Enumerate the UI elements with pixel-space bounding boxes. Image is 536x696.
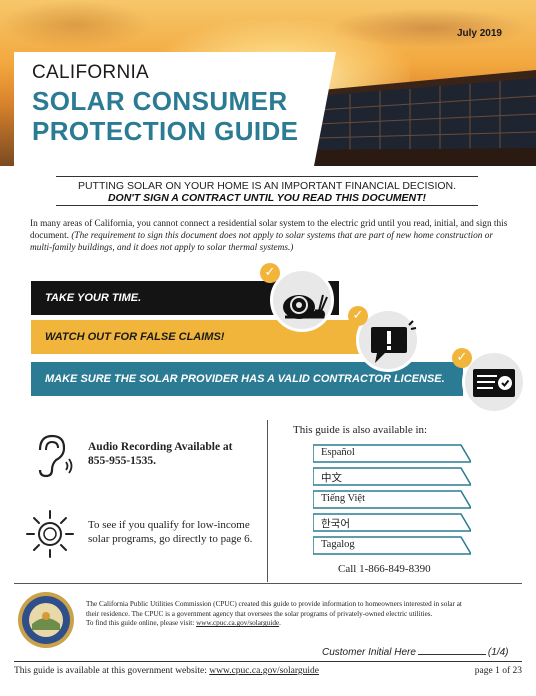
language-label: 한국어 <box>321 519 350 530</box>
audio-phone: 855-955-1535. <box>88 455 157 467</box>
language-label: 中文 <box>321 473 342 484</box>
initial-label: Customer Initial Here <box>322 647 416 658</box>
cpuc-line: their residence. The CPUC is a governmen… <box>86 609 433 618</box>
ear-icon <box>38 434 73 478</box>
languages-heading: This guide is also available in: <box>293 424 428 436</box>
cpuc-line: To find this guide online, please visit:… <box>86 619 518 629</box>
language-phone: Call 1-866-849-8390 <box>338 563 431 575</box>
language-item-chinese[interactable]: 中文 <box>313 467 471 486</box>
checkmark-icon: ✓ <box>348 306 368 326</box>
divider <box>14 583 522 584</box>
customer-initial-field[interactable]: Customer Initial Here (1/4) <box>322 646 508 658</box>
checkmark-icon: ✓ <box>260 263 280 283</box>
license-card-icon <box>462 350 526 414</box>
language-item-spanish[interactable]: Español <box>313 444 471 463</box>
intro-note: (The requirement to sign this document d… <box>30 230 494 253</box>
warning-subheading: PUTTING SOLAR ON YOUR HOME IS AN IMPORTA… <box>56 176 478 206</box>
language-label: Tagalog <box>321 539 355 550</box>
language-item-korean[interactable]: 한국어 <box>313 513 471 532</box>
footer-link[interactable]: www.cpuc.ca.gov/solarguide <box>209 666 319 676</box>
audio-line: Audio Recording Available at <box>88 441 233 453</box>
tip-valid-license: MAKE SURE THE SOLAR PROVIDER HAS A VALID… <box>31 362 463 396</box>
subheading-warning: DON'T SIGN A CONTRACT UNTIL YOU READ THI… <box>107 192 427 204</box>
language-item-tagalog[interactable]: Tagalog <box>313 536 471 555</box>
cpuc-link-prefix: To find this guide online, please visit: <box>86 619 197 628</box>
initial-page-fraction: (1/4) <box>487 647 509 658</box>
cpuc-seal-logo <box>18 592 74 648</box>
initial-blank[interactable] <box>417 646 486 655</box>
cloud <box>0 0 150 50</box>
cpuc-line: The California Public Utilities Commissi… <box>86 600 462 608</box>
rooftop-solar-panels-image <box>300 70 536 166</box>
page-number: page 1 of 23 <box>474 666 522 676</box>
low-income-line: To see if you qualify for low-income <box>88 519 250 531</box>
snail-icon <box>270 268 334 332</box>
intro-text: In many areas of California, you cannot … <box>30 219 508 241</box>
footer-website: This guide is available at this governme… <box>14 666 319 676</box>
page-title: SOLAR CONSUMER PROTECTION GUIDE <box>32 86 298 146</box>
cloud <box>330 8 530 48</box>
title-card: CALIFORNIA SOLAR CONSUMER PROTECTION GUI… <box>14 52 336 166</box>
title-line: SOLAR CONSUMER <box>32 86 288 116</box>
footer-text: This guide is available at this governme… <box>14 666 210 676</box>
header-banner: July 2019 CALIFORNIA SOLAR CONSUMER PROT… <box>0 0 536 166</box>
language-item-vietnamese[interactable]: Tiếng Việt <box>313 490 471 509</box>
cpuc-guide-link[interactable]: www.cpuc.ca.gov/solarguide <box>196 619 280 628</box>
language-label: Español <box>321 447 355 458</box>
language-label: Tiếng Việt <box>321 493 366 504</box>
audio-recording-info: Audio Recording Available at 855-955-153… <box>88 440 233 468</box>
cpuc-statement: The California Public Utilities Commissi… <box>86 600 518 629</box>
checkmark-icon: ✓ <box>452 348 472 368</box>
title-line: PROTECTION GUIDE <box>32 116 299 146</box>
low-income-info: To see if you qualify for low-income sol… <box>88 518 252 546</box>
sun-icon <box>26 510 74 558</box>
title-state: CALIFORNIA <box>32 62 150 83</box>
divider <box>14 661 522 662</box>
subheading-line: PUTTING SOLAR ON YOUR HOME IS AN IMPORTA… <box>77 180 457 192</box>
divider <box>267 420 268 582</box>
low-income-line: solar programs, go directly to page 6. <box>88 533 253 545</box>
issue-date: July 2019 <box>456 28 502 39</box>
cpuc-link-suffix: . <box>279 619 281 628</box>
intro-paragraph: In many areas of California, you cannot … <box>30 219 516 254</box>
